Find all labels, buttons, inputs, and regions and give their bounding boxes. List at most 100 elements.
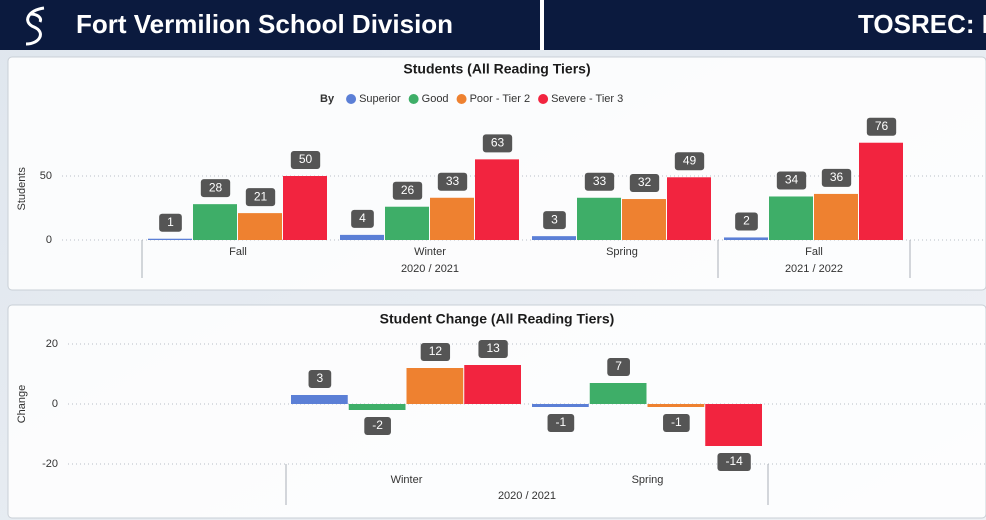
data-label-bg [364,417,391,435]
chart-title: Student Change (All Reading Tiers) [380,311,615,327]
data-label-bg [663,414,690,432]
bar [814,193,858,240]
data-label-bg [735,212,758,231]
data-label: 3 [551,212,558,226]
bar [193,204,237,240]
logo [25,6,45,46]
bar [589,383,647,404]
data-label: 33 [446,174,460,188]
legend-swatch [456,94,467,104]
data-label: 49 [683,153,697,167]
bar [667,177,711,240]
legend-label: Poor - Tier 2 [470,93,531,105]
x-tick-label: Winter [391,474,423,486]
bar [348,404,406,410]
data-label-bg [437,172,468,191]
data-label: 26 [401,183,415,197]
data-label-bg [482,134,513,153]
data-label-bg [629,174,660,193]
chart-title: Students (All Reading Tiers) [403,61,590,77]
bar [283,176,327,240]
legend-label: Superior [359,93,401,105]
legend-label: Severe - Tier 3 [551,93,623,105]
bar [385,206,429,240]
data-label-bg [776,171,807,190]
bar [430,197,474,240]
data-label: 28 [209,180,223,194]
data-label: 7 [615,359,622,373]
bar [622,199,666,240]
x-tick-label: Spring [632,474,664,486]
header-right [544,0,986,50]
y-axis-label: Students [16,167,28,211]
data-label-bg [866,117,897,136]
data-label-bg [821,168,852,187]
bar [148,238,192,240]
y-axis-label: Change [16,385,28,424]
bar [532,404,589,407]
data-label: 63 [491,136,505,150]
bar [532,236,576,240]
legend-label: Good [422,93,449,105]
bar [724,237,768,240]
data-label: 13 [486,341,500,355]
x-tick-label: Fall [229,246,247,258]
data-label-bg [584,172,615,191]
data-label-bg [351,209,374,228]
legend-title: By [320,93,335,105]
header-divider [540,0,544,50]
y-tick-label: 0 [46,234,52,246]
y-tick-label: -20 [42,458,58,470]
data-label-bg [607,358,630,376]
bar [238,213,282,240]
group-label: 2020 / 2021 [498,490,556,502]
data-label: 76 [875,119,889,133]
bar [859,142,903,240]
data-label: 33 [593,174,607,188]
data-label: 4 [359,211,366,225]
data-label-bg [245,188,276,207]
data-label-bg [674,152,705,171]
data-label-bg [159,213,182,232]
header-right-title: TOSREC: B [858,9,986,39]
header-left [0,0,540,50]
data-label: -14 [725,454,743,468]
data-label-bg [290,151,321,169]
header-title: Fort Vermilion School Division [76,9,453,39]
bar [291,395,348,404]
panel [7,304,986,519]
x-tick-label: Fall [805,246,823,258]
data-label: 36 [830,170,844,184]
data-label: 12 [429,344,443,358]
bar [647,404,705,407]
y-tick-label: 20 [46,338,58,350]
data-label-bg [308,370,332,388]
legend-swatch [346,94,357,104]
data-label: -1 [671,415,682,429]
data-label: 2 [743,214,750,228]
data-label-bg [717,453,751,471]
data-label: 34 [785,173,799,187]
x-tick-label: Winter [414,246,446,258]
data-label-bg [543,211,566,230]
data-label: 21 [254,189,268,203]
bar [464,365,521,404]
group-label: 2021 / 2022 [785,263,843,275]
bar [475,159,519,240]
bar [406,368,464,404]
bar [769,196,813,240]
data-label: -2 [372,418,383,432]
data-label: 1 [167,215,174,229]
y-tick-label: 50 [40,170,52,182]
data-label-bg [200,179,231,198]
data-label: -1 [556,415,567,429]
legend-swatch [538,94,549,104]
data-label-bg [420,343,451,361]
bar [577,197,621,240]
bar [705,404,762,446]
x-tick-label: Spring [606,246,638,258]
data-label: 50 [299,152,313,166]
data-label: 32 [638,175,652,189]
legend-swatch [408,94,419,104]
